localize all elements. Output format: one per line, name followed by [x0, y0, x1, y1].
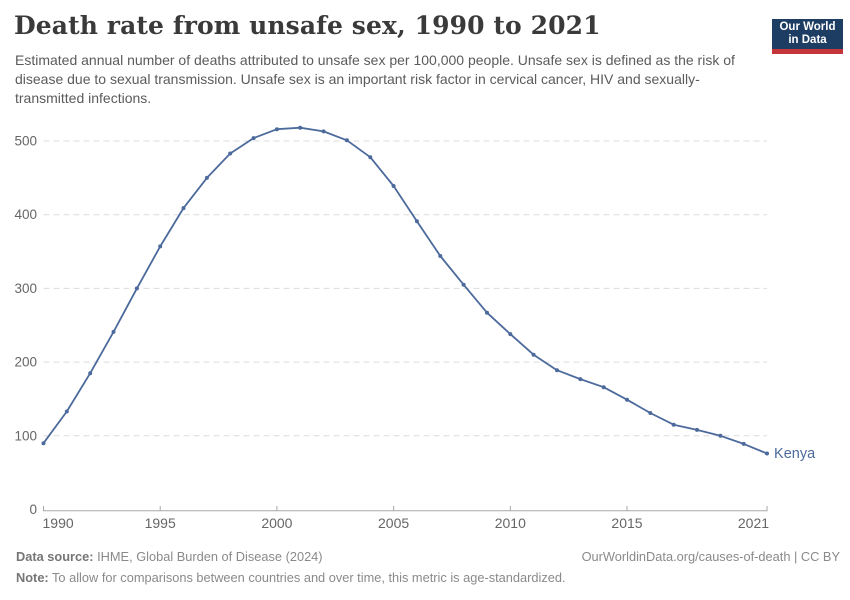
x-tick-label: 1990	[43, 515, 74, 531]
data-point-marker	[485, 310, 489, 315]
data-point-marker	[508, 332, 513, 337]
data-point-marker	[344, 138, 349, 143]
y-tick-label: 100	[14, 428, 37, 443]
data-point-marker	[298, 125, 303, 130]
note-label: Note:	[16, 570, 49, 585]
data-point-marker	[625, 397, 629, 402]
data-point-marker	[531, 352, 536, 357]
data-point-marker	[414, 219, 419, 224]
data-point-marker	[181, 206, 186, 211]
data-point-marker	[718, 433, 723, 438]
chart-subtitle: Estimated annual number of deaths attrib…	[15, 52, 735, 106]
x-tick-label: 2005	[378, 515, 409, 531]
line-chart: 0 100 200 300 400 500 1990 1995 2000 2005 2010 2015…	[14, 125, 816, 531]
data-point-marker	[134, 286, 139, 291]
data-point-marker	[64, 409, 69, 414]
data-point-marker	[671, 422, 676, 427]
data-point-marker	[88, 371, 93, 376]
data-point-marker	[438, 254, 443, 258]
y-tick-label: 0	[29, 502, 37, 517]
data-point-marker	[578, 377, 583, 382]
x-tick-label: 2010	[495, 515, 526, 531]
data-point-marker	[368, 155, 373, 160]
data-point-marker	[461, 282, 466, 287]
logo-line2: in Data	[788, 34, 827, 46]
data-point-marker	[111, 329, 116, 334]
x-tick-label: 1995	[145, 515, 176, 531]
chart-footer: Data source: IHME, Global Burden of Dise…	[16, 549, 840, 591]
logo-line1: Our World	[779, 21, 836, 33]
data-point-marker	[741, 441, 746, 446]
data-point-marker	[321, 129, 326, 134]
series-label-kenya: Kenya	[774, 446, 816, 462]
data-point-marker	[391, 184, 396, 188]
data-point-marker	[648, 411, 653, 415]
data-point-marker	[251, 136, 256, 141]
data-point-marker	[695, 427, 699, 432]
data-point-marker	[204, 175, 209, 180]
data-point-marker	[765, 451, 769, 456]
data-point-marker	[228, 151, 233, 156]
data-source-label: Data source:	[16, 549, 94, 564]
y-tick-label: 500	[14, 134, 37, 149]
note-text: To allow for comparisons between countri…	[48, 570, 566, 585]
data-point-marker	[601, 385, 606, 390]
data-point-marker	[158, 244, 163, 249]
data-point-marker	[41, 441, 46, 446]
data-source-text: IHME, Global Burden of Disease (2024)	[93, 549, 323, 564]
data-point-marker	[274, 127, 279, 132]
y-tick-label: 200	[14, 355, 37, 370]
page-title: Death rate from unsafe sex, 1990 to 2021	[14, 11, 601, 40]
note: Note: To allow for comparisons between c…	[16, 570, 566, 586]
owid-logo: Our World in Data	[772, 19, 843, 54]
series-line-kenya	[42, 126, 768, 455]
x-tick-label: 2021	[738, 515, 769, 531]
y-tick-label: 300	[14, 281, 37, 296]
credit-link: OurWorldinData.org/causes-of-death | CC …	[581, 549, 840, 564]
data-source: Data source: IHME, Global Burden of Dise…	[16, 549, 323, 565]
y-tick-label: 400	[14, 207, 37, 222]
data-point-marker	[555, 368, 559, 373]
x-tick-label: 2000	[261, 515, 292, 531]
x-tick-label: 2015	[611, 515, 642, 531]
